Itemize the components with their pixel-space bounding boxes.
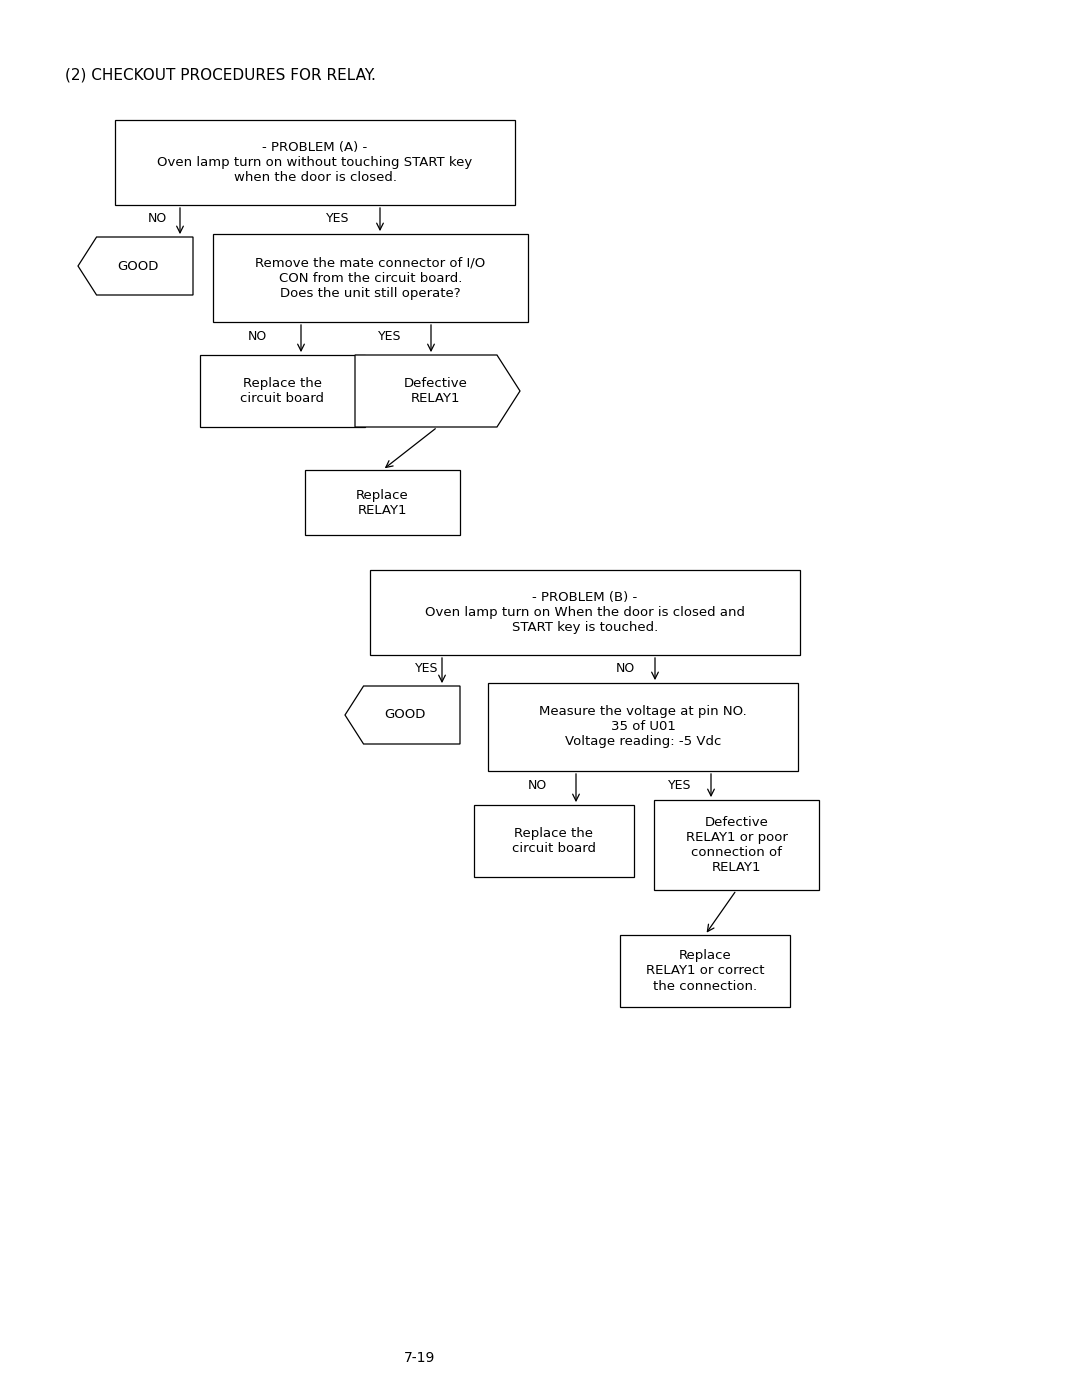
Text: NO: NO <box>528 779 548 792</box>
Text: NO: NO <box>248 330 267 343</box>
Text: 7-19: 7-19 <box>404 1351 435 1365</box>
FancyBboxPatch shape <box>114 120 515 206</box>
Text: Replace the
circuit board: Replace the circuit board <box>512 827 596 855</box>
Text: Defective
RELAY1 or poor
connection of
RELAY1: Defective RELAY1 or poor connection of R… <box>686 816 787 874</box>
Text: YES: YES <box>415 662 438 674</box>
FancyBboxPatch shape <box>200 355 365 427</box>
Text: Remove the mate connector of I/O
CON from the circuit board.
Does the unit still: Remove the mate connector of I/O CON fro… <box>255 256 486 299</box>
Text: NO: NO <box>148 213 167 225</box>
Text: (2) CHECKOUT PROCEDURES FOR RELAY.: (2) CHECKOUT PROCEDURES FOR RELAY. <box>65 69 376 83</box>
Text: YES: YES <box>378 330 402 343</box>
FancyBboxPatch shape <box>654 800 819 890</box>
Text: NO: NO <box>616 662 635 674</box>
Text: GOOD: GOOD <box>384 708 426 722</box>
Polygon shape <box>78 236 193 295</box>
Polygon shape <box>355 355 519 427</box>
Text: YES: YES <box>669 779 691 792</box>
Text: - PROBLEM (B) -
Oven lamp turn on When the door is closed and
START key is touch: - PROBLEM (B) - Oven lamp turn on When t… <box>426 590 745 634</box>
FancyBboxPatch shape <box>488 683 798 771</box>
Text: YES: YES <box>326 213 350 225</box>
FancyBboxPatch shape <box>213 234 528 322</box>
FancyBboxPatch shape <box>474 804 634 877</box>
Text: Replace
RELAY1: Replace RELAY1 <box>356 488 409 516</box>
Polygon shape <box>345 686 460 744</box>
FancyBboxPatch shape <box>305 470 460 534</box>
Text: Defective
RELAY1: Defective RELAY1 <box>403 376 468 404</box>
FancyBboxPatch shape <box>370 569 800 655</box>
Text: Replace
RELAY1 or correct
the connection.: Replace RELAY1 or correct the connection… <box>646 950 765 992</box>
Text: Replace the
circuit board: Replace the circuit board <box>241 376 324 404</box>
Text: Measure the voltage at pin NO.
35 of U01
Voltage reading: -5 Vdc: Measure the voltage at pin NO. 35 of U01… <box>539 705 747 748</box>
Text: GOOD: GOOD <box>118 259 159 273</box>
Text: - PROBLEM (A) -
Oven lamp turn on without touching START key
when the door is cl: - PROBLEM (A) - Oven lamp turn on withou… <box>158 141 473 185</box>
FancyBboxPatch shape <box>620 935 789 1007</box>
